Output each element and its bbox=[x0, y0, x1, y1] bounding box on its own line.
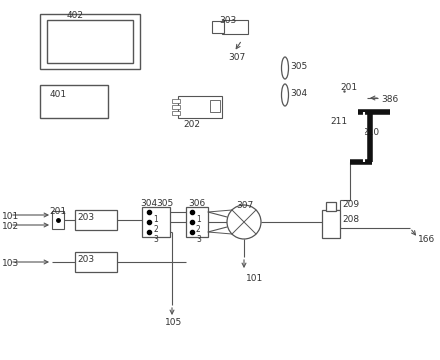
Text: 303: 303 bbox=[220, 16, 237, 25]
Text: 401: 401 bbox=[49, 90, 66, 99]
Text: 307: 307 bbox=[236, 201, 253, 210]
Text: 2: 2 bbox=[196, 225, 201, 234]
Bar bbox=[210, 100, 220, 112]
Text: 211: 211 bbox=[330, 117, 347, 126]
Text: 1: 1 bbox=[196, 215, 201, 224]
Bar bbox=[40, 14, 140, 69]
Text: 402: 402 bbox=[66, 11, 84, 20]
Text: 201: 201 bbox=[340, 83, 357, 92]
Text: 101: 101 bbox=[246, 274, 263, 283]
Text: 307: 307 bbox=[228, 53, 245, 62]
Bar bbox=[172, 99, 180, 103]
Text: 203: 203 bbox=[77, 213, 95, 222]
Bar bbox=[47, 20, 133, 63]
Text: 203: 203 bbox=[77, 255, 95, 264]
Text: 304: 304 bbox=[140, 199, 157, 208]
Text: 386: 386 bbox=[381, 95, 398, 104]
Ellipse shape bbox=[282, 57, 289, 79]
Text: 2: 2 bbox=[153, 225, 158, 234]
Text: 304: 304 bbox=[290, 89, 307, 98]
Text: 201: 201 bbox=[49, 207, 66, 216]
Bar bbox=[172, 105, 180, 109]
Bar bbox=[75, 252, 117, 272]
Bar bbox=[142, 207, 170, 237]
Bar bbox=[222, 20, 248, 34]
Bar bbox=[172, 111, 180, 115]
Text: 102: 102 bbox=[2, 222, 19, 231]
Bar bbox=[322, 210, 340, 238]
Text: 105: 105 bbox=[165, 318, 182, 327]
Text: 103: 103 bbox=[2, 259, 19, 268]
Text: 209: 209 bbox=[342, 200, 359, 209]
Text: 166: 166 bbox=[418, 235, 435, 244]
Text: 101: 101 bbox=[2, 212, 19, 221]
Text: 210: 210 bbox=[362, 128, 379, 137]
Bar bbox=[212, 21, 224, 33]
Bar bbox=[40, 85, 108, 118]
Text: 202: 202 bbox=[183, 120, 201, 129]
Bar bbox=[186, 207, 208, 237]
Bar bbox=[52, 211, 64, 229]
Bar bbox=[75, 210, 117, 230]
Circle shape bbox=[227, 205, 261, 239]
Text: 306: 306 bbox=[188, 199, 205, 208]
Text: 208: 208 bbox=[342, 215, 359, 224]
Text: 305: 305 bbox=[156, 199, 173, 208]
Text: 305: 305 bbox=[290, 62, 307, 71]
Bar bbox=[326, 202, 336, 211]
Ellipse shape bbox=[282, 84, 289, 106]
Text: 3: 3 bbox=[153, 235, 158, 244]
Text: 1: 1 bbox=[153, 215, 158, 224]
Text: 3: 3 bbox=[196, 235, 201, 244]
Bar bbox=[178, 96, 222, 118]
